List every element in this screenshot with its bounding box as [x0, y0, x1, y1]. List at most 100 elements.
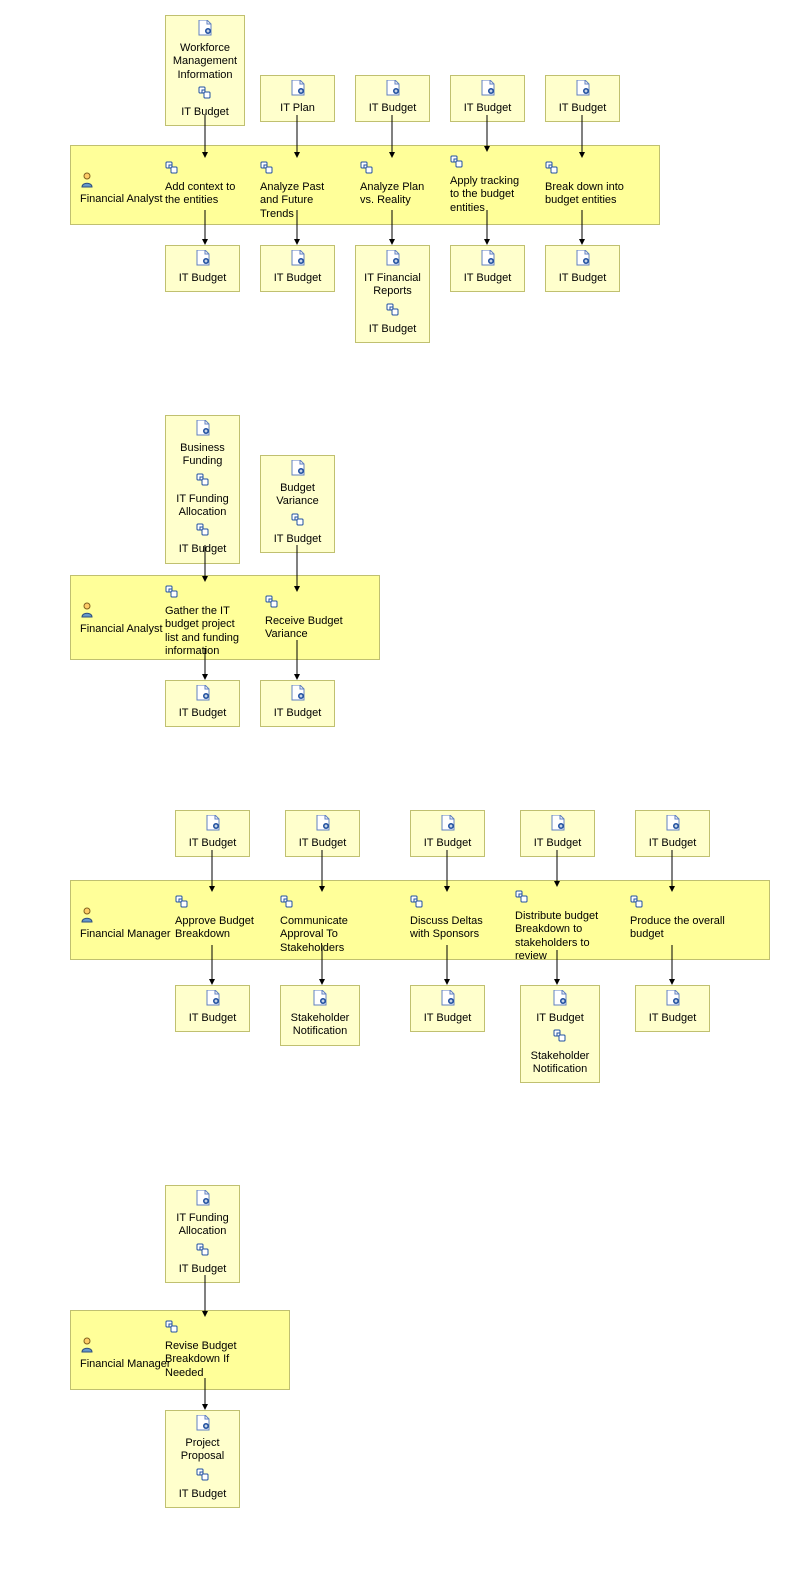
activity: Discuss Deltas with Sponsors — [410, 895, 490, 942]
artifact-label: IT Budget — [550, 272, 615, 285]
flow-arrow — [387, 210, 397, 245]
artifact-label: IT Budget — [360, 102, 425, 115]
artifact-node: IT Budget — [165, 245, 240, 292]
document-icon — [576, 250, 590, 266]
activity-label: Break down into budget entities — [545, 181, 630, 207]
artifact-label: IT Budget — [455, 272, 520, 285]
artifact-label: IT Budget — [180, 1012, 245, 1025]
link-icon — [360, 161, 374, 175]
artifact-label: IT Budget — [265, 707, 330, 720]
document-icon — [291, 80, 305, 96]
activity-label: Communicate Approval To Stakeholders — [280, 915, 390, 955]
document-icon — [196, 250, 210, 266]
role-label: Financial Analyst — [80, 172, 163, 205]
document-icon — [196, 420, 210, 436]
link-icon — [165, 1320, 179, 1334]
link-icon — [291, 513, 305, 527]
link-icon — [515, 890, 529, 904]
activity: Break down into budget entities — [545, 161, 630, 208]
activity: Analyze Plan vs. Reality — [360, 161, 435, 208]
activity-label: Analyze Past and Future Trends — [260, 181, 345, 221]
artifact-node: Budget Variance IT Budget — [260, 455, 335, 553]
artifact-node: IT Budget — [260, 245, 335, 292]
activity: Analyze Past and Future Trends — [260, 161, 345, 221]
actor-icon — [80, 602, 94, 618]
activity: Receive Budget Variance — [265, 595, 345, 642]
activity-label: Apply tracking to the budget entities — [450, 175, 530, 215]
role-label: Financial Manager — [80, 1337, 171, 1370]
artifact-label: IT Budget — [290, 837, 355, 850]
artifact-label: Stakeholder Notification — [285, 1012, 355, 1038]
flow-arrow — [317, 945, 327, 985]
document-icon — [481, 80, 495, 96]
document-icon — [553, 990, 567, 1006]
document-icon — [196, 1190, 210, 1206]
artifact-node: Stakeholder Notification — [280, 985, 360, 1046]
artifact-label: IT Financial Reports — [360, 272, 425, 298]
actor-icon — [80, 907, 94, 923]
link-icon — [165, 161, 179, 175]
link-icon — [450, 155, 464, 169]
flow-arrow — [200, 648, 210, 680]
flow-arrow — [207, 850, 217, 892]
artifact-label: IT Budget — [640, 1012, 705, 1025]
artifact-node: Workforce Management InformationIT Budge… — [165, 15, 245, 126]
flow-arrow — [482, 115, 492, 152]
document-icon — [441, 815, 455, 831]
document-icon — [481, 250, 495, 266]
flow-arrow — [200, 545, 210, 582]
activity: Gather the IT budget project list and fu… — [165, 585, 250, 658]
link-icon — [198, 86, 212, 100]
activity-label: Produce the overall budget — [630, 915, 730, 941]
artifact-node: IT Financial Reports IT Budget — [355, 245, 430, 343]
link-icon — [196, 1468, 210, 1482]
artifact-label: IT Funding Allocation — [170, 1212, 235, 1238]
artifact-label: Stakeholder Notification — [525, 1050, 595, 1076]
link-icon — [260, 161, 274, 175]
artifact-label: IT Budget — [265, 533, 330, 546]
activity-label: Discuss Deltas with Sponsors — [410, 915, 490, 941]
activity-label: Revise Budget Breakdown If Needed — [165, 1340, 250, 1380]
artifact-node: IT Budget — [175, 985, 250, 1032]
artifact-label: Workforce Management Information — [170, 42, 240, 82]
link-icon — [545, 161, 559, 175]
document-icon — [441, 990, 455, 1006]
artifact-label: IT Budget — [550, 102, 615, 115]
flow-arrow — [482, 210, 492, 245]
role-label: Financial Manager — [80, 907, 171, 940]
artifact-label: IT Budget — [170, 707, 235, 720]
artifact-label: IT Budget — [525, 837, 590, 850]
artifact-node: Business FundingIT Funding AllocationIT … — [165, 415, 240, 564]
artifact-node: IT Budget — [260, 680, 335, 727]
flow-arrow — [200, 1275, 210, 1317]
flow-arrow — [552, 950, 562, 985]
link-icon — [553, 1029, 567, 1043]
activity: Revise Budget Breakdown If Needed — [165, 1320, 250, 1380]
document-icon — [206, 815, 220, 831]
link-icon — [386, 303, 400, 317]
artifact-label: IT Budget — [640, 837, 705, 850]
document-icon — [551, 815, 565, 831]
flow-arrow — [552, 850, 562, 887]
document-icon — [386, 250, 400, 266]
artifact-label: IT Budget — [170, 272, 235, 285]
link-icon — [165, 585, 179, 599]
artifact-label: IT Budget — [360, 323, 425, 336]
artifact-label: IT Funding Allocation — [170, 493, 235, 519]
flow-arrow — [667, 945, 677, 985]
actor-icon — [80, 172, 94, 188]
activity: Add context to the entities — [165, 161, 245, 208]
artifact-node: IT BudgetStakeholder Notification — [520, 985, 600, 1083]
flow-arrow — [292, 545, 302, 592]
link-icon — [175, 895, 189, 909]
flow-arrow — [667, 850, 677, 892]
artifact-label: Budget Variance — [265, 482, 330, 508]
artifact-label: Business Funding — [170, 442, 235, 468]
document-icon — [198, 20, 212, 36]
document-icon — [206, 990, 220, 1006]
activity-label: Approve Budget Breakdown — [175, 915, 260, 941]
activity-label: Receive Budget Variance — [265, 615, 345, 641]
document-icon — [666, 990, 680, 1006]
artifact-node: IT Budget — [545, 245, 620, 292]
link-icon — [410, 895, 424, 909]
